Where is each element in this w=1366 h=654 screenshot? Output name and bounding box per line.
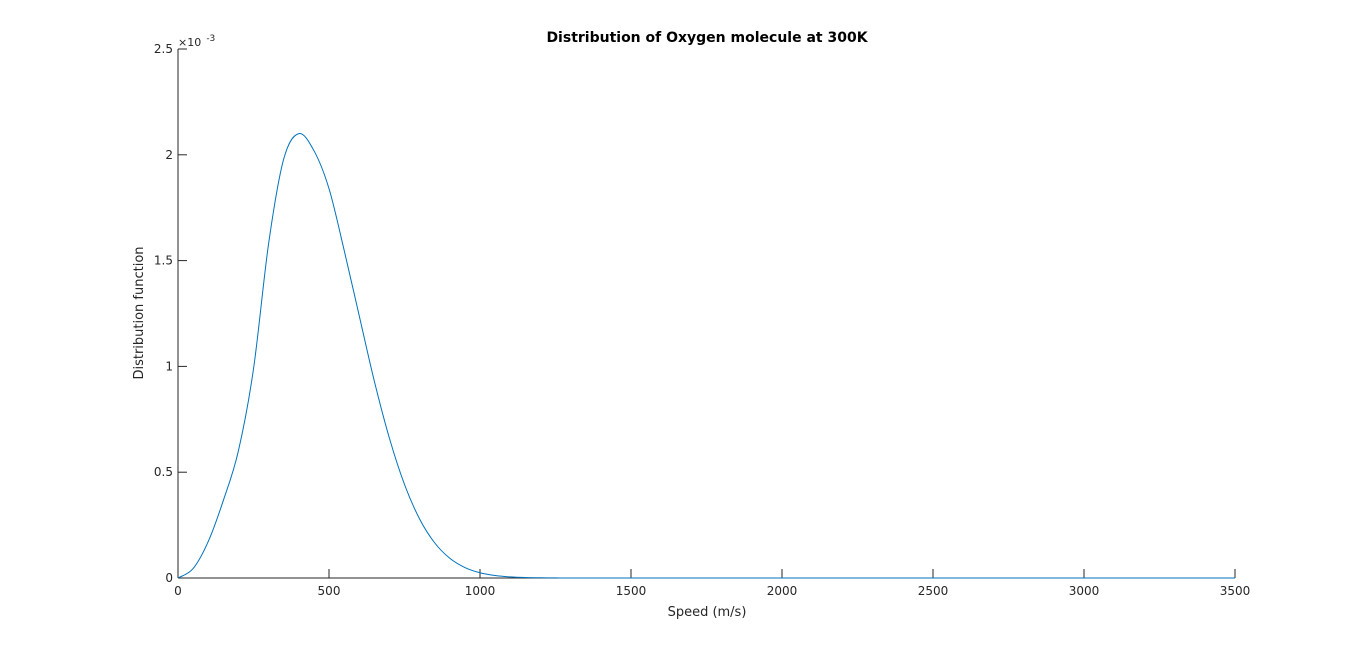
x-tick-label: 1500 (616, 584, 647, 598)
x-tick-label: 3500 (1220, 584, 1251, 598)
x-tick-label: 0 (174, 584, 182, 598)
x-tick-label: 500 (318, 584, 341, 598)
series-layer (177, 133, 1235, 579)
y-tick-label: 0 (165, 571, 173, 585)
x-axis-label: Speed (m/s) (668, 605, 747, 620)
chart-title: Distribution of Oxygen molecule at 300K (546, 30, 868, 46)
y-tick-label: 2.5 (154, 42, 173, 56)
y-tick-label: 1 (165, 359, 173, 373)
y-tick-label: 1.5 (154, 254, 173, 268)
y-tick-label: 2 (165, 148, 173, 162)
y-exponent-label: ×10 -3 (178, 31, 215, 50)
plot-axes (177, 49, 1235, 579)
x-tick-label: 2000 (767, 584, 798, 598)
series-line (177, 133, 1235, 579)
x-tick-label: 3000 (1069, 584, 1100, 598)
x-tick-label: 2500 (918, 584, 949, 598)
x-tick-label: 1000 (465, 584, 496, 598)
y-axis-label: Distribution function (132, 246, 147, 379)
axis-ticks: 0 500 1000 1500 2000 2500 3000 3500 0 0.5 1 1.5 2 2.5 (154, 42, 1250, 598)
y-exponent-power: -3 (206, 34, 215, 44)
y-tick-label: 0.5 (154, 465, 173, 479)
y-exponent-base: ×10 (178, 36, 201, 49)
